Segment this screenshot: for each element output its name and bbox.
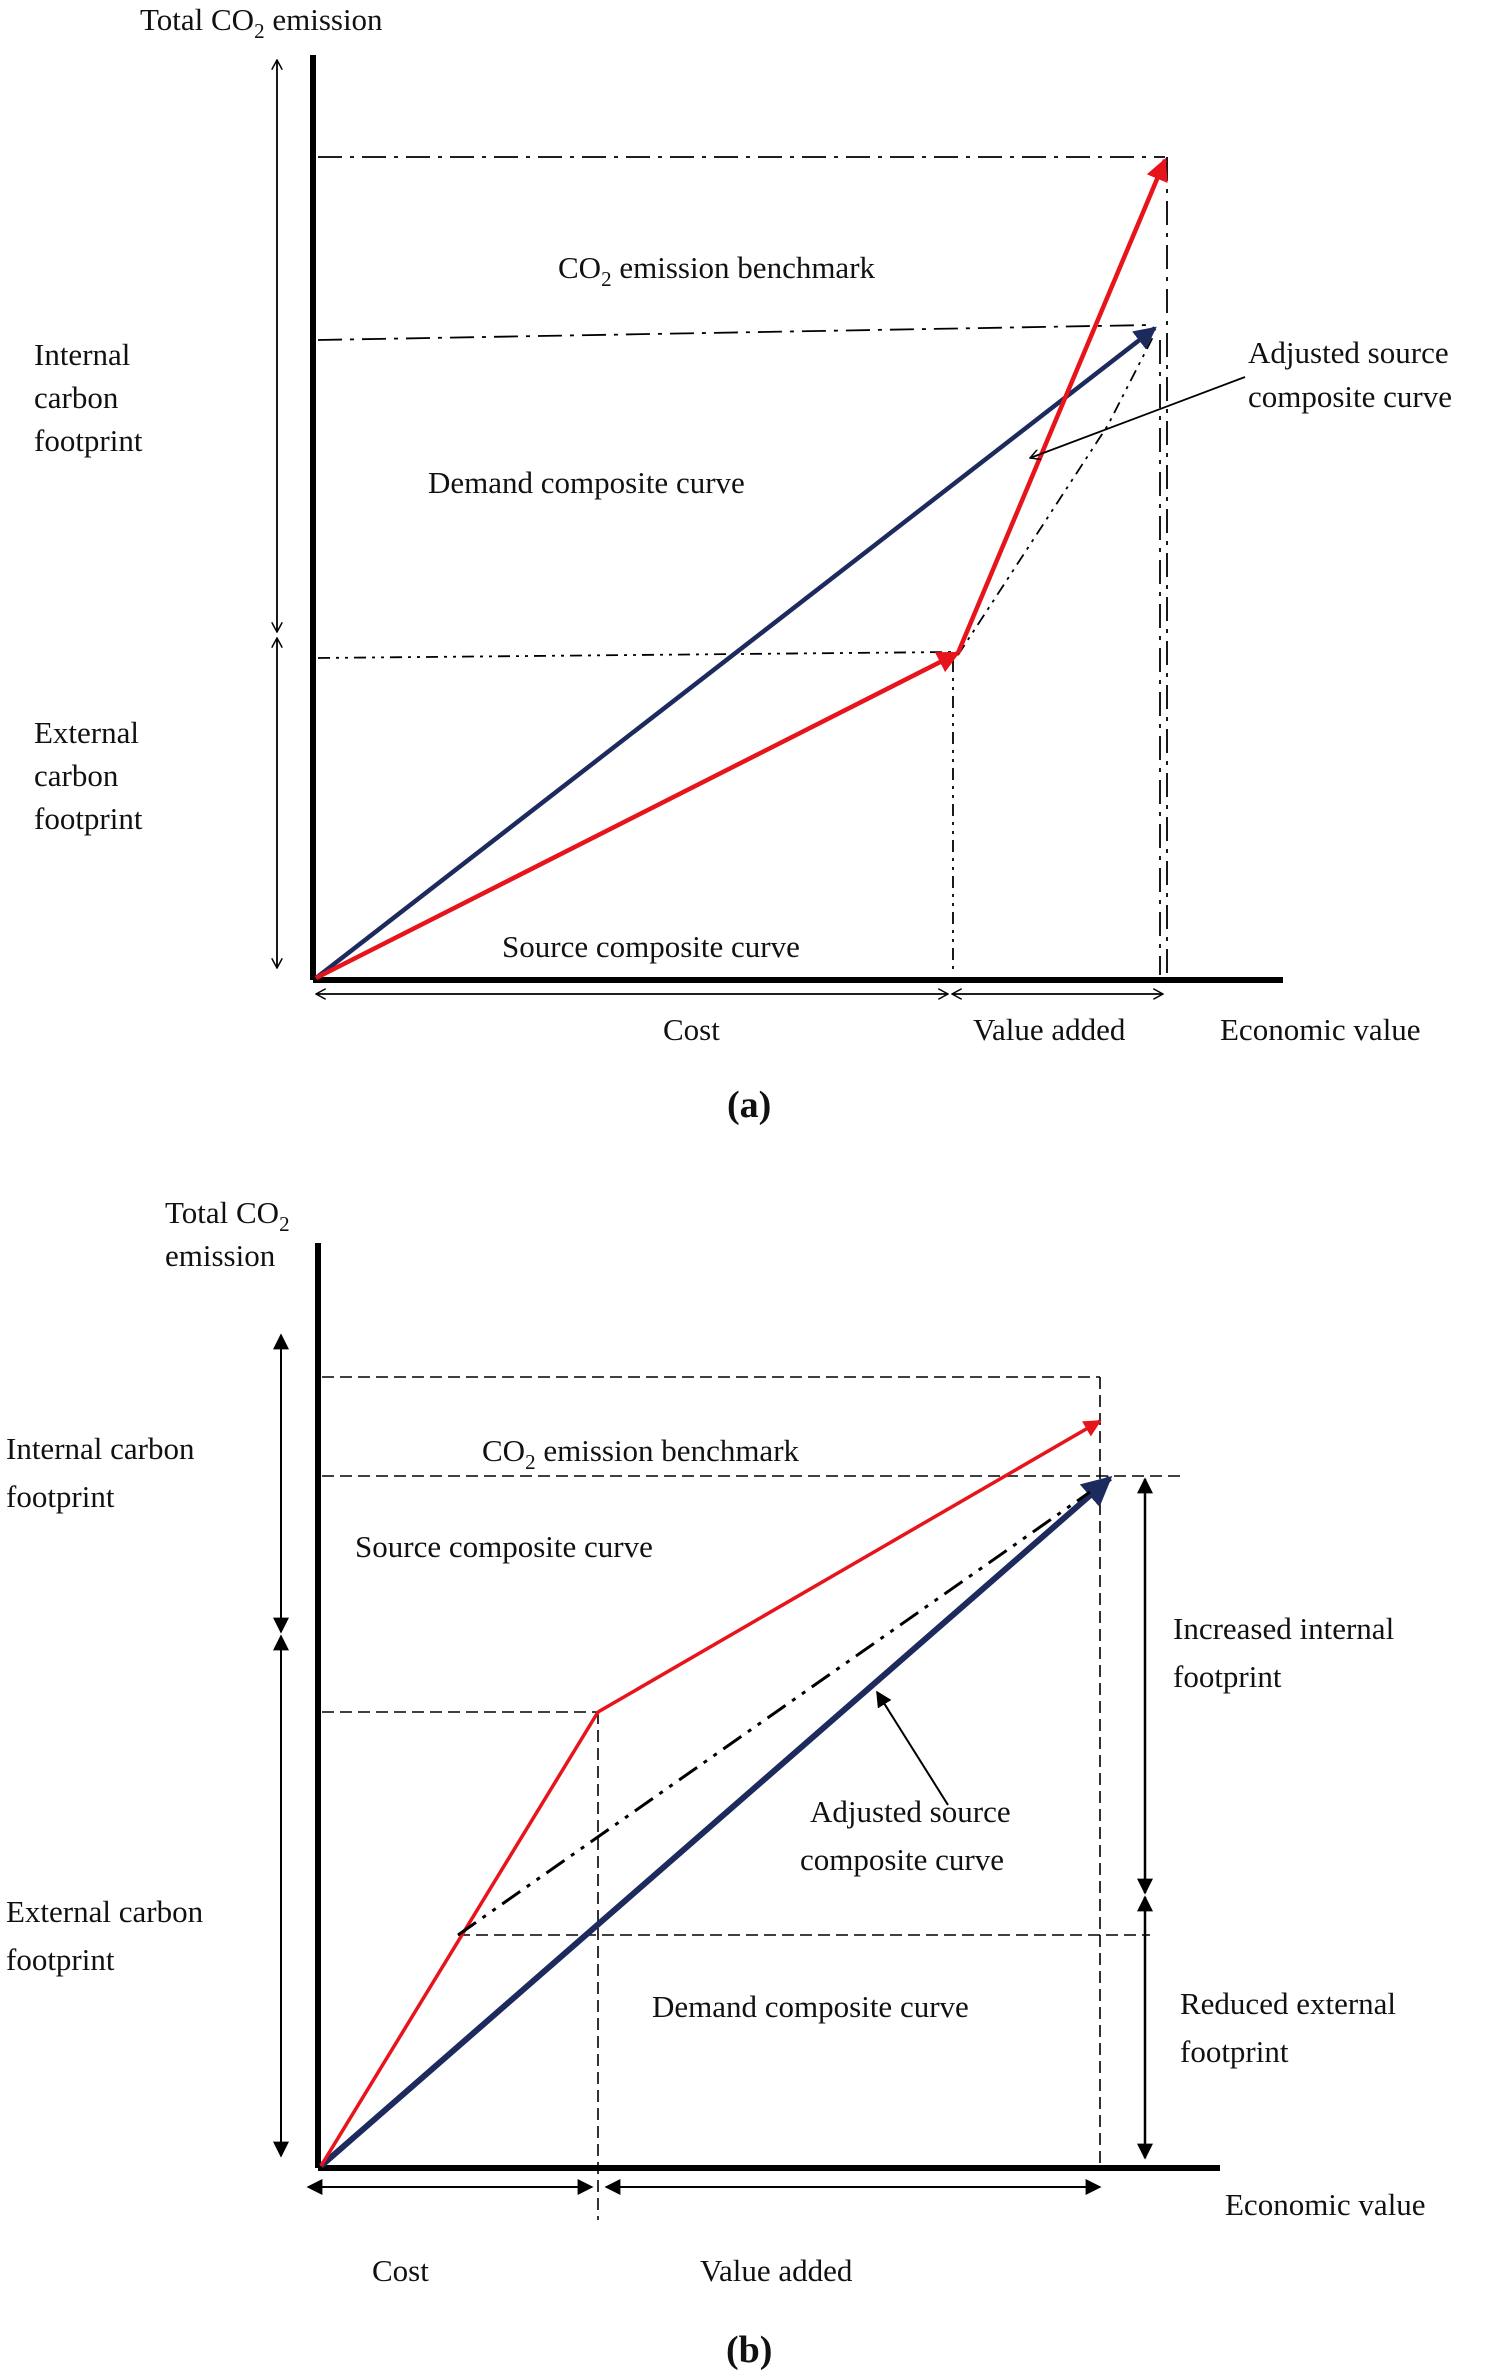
demand-curve-label: Demand composite curve xyxy=(428,465,745,500)
adjusted-source-curve xyxy=(957,332,1156,656)
benchmark-label: CO2 emission benchmark xyxy=(558,250,876,291)
internal-level-line xyxy=(317,324,1151,341)
demand-composite-curve xyxy=(314,326,1157,980)
source-curve-segment-2 xyxy=(597,1419,1102,1714)
source-curve-segment-1 xyxy=(314,650,961,981)
reference-lines xyxy=(322,1376,1180,2220)
adjusted-label-line-1: Adjusted source xyxy=(1248,335,1449,370)
y-axis-label-line-1: Total CO2 xyxy=(165,1195,290,1236)
value-added-label: Value added xyxy=(973,1012,1126,1047)
adjusted-pointer-arrow xyxy=(876,1690,949,1806)
external-label-line-1: External carbon xyxy=(6,1894,204,1929)
panel-a: Total CO2 emission Economic value CO2 em… xyxy=(34,2,1452,1126)
benchmark-label: CO2 emission benchmark xyxy=(482,1433,800,1474)
external-label-line-2: carbon xyxy=(34,758,119,793)
adjusted-source-curve xyxy=(457,1490,1091,1937)
y-axis-label: Total CO2 emission xyxy=(140,2,383,43)
reduced-label-line-1: Reduced external xyxy=(1180,1986,1396,2021)
internal-label-line-3: footprint xyxy=(34,423,143,458)
adjusted-pointer-arrow xyxy=(1030,376,1246,458)
source-curve-segment-1 xyxy=(319,1711,600,2167)
value-added-label: Value added xyxy=(700,2253,853,2288)
reduced-label-line-2: footprint xyxy=(1180,2034,1289,2069)
increased-label-line-2: footprint xyxy=(1173,1659,1282,1694)
adjusted-label-line-1: Adjusted source xyxy=(810,1794,1011,1829)
cost-label: Cost xyxy=(663,1012,720,1047)
external-label-line-2: footprint xyxy=(6,1942,115,1977)
reference-lines xyxy=(317,156,1168,975)
internal-label-line-1: Internal carbon xyxy=(6,1431,195,1466)
internal-label-line-2: carbon xyxy=(34,380,119,415)
panel-b-caption: (b) xyxy=(726,2329,772,2371)
external-level-line xyxy=(317,651,953,659)
source-curve-segment-2 xyxy=(955,157,1168,654)
panel-b: Total CO2 emission Economic value CO2 e xyxy=(6,1195,1426,2371)
cost-label: Cost xyxy=(372,2253,429,2288)
x-axis-label: Economic value xyxy=(1220,1012,1421,1047)
demand-composite-curve xyxy=(319,1475,1113,2169)
source-curve-label: Source composite curve xyxy=(502,929,800,964)
adjusted-label-line-2: composite curve xyxy=(1248,379,1452,414)
x-axis-label: Economic value xyxy=(1225,2187,1426,2222)
y-axis-label-line-2: emission xyxy=(165,1238,276,1273)
panel-a-caption: (a) xyxy=(727,1084,771,1126)
internal-label-line-1: Internal xyxy=(34,337,130,372)
external-label-line-1: External xyxy=(34,715,139,750)
increased-label-line-1: Increased internal xyxy=(1173,1611,1394,1646)
source-curve-label: Source composite curve xyxy=(355,1529,653,1564)
adjusted-label-line-2: composite curve xyxy=(800,1842,1004,1877)
internal-label-line-2: footprint xyxy=(6,1479,115,1514)
demand-curve-label: Demand composite curve xyxy=(652,1989,969,2024)
external-label-line-3: footprint xyxy=(34,801,143,836)
